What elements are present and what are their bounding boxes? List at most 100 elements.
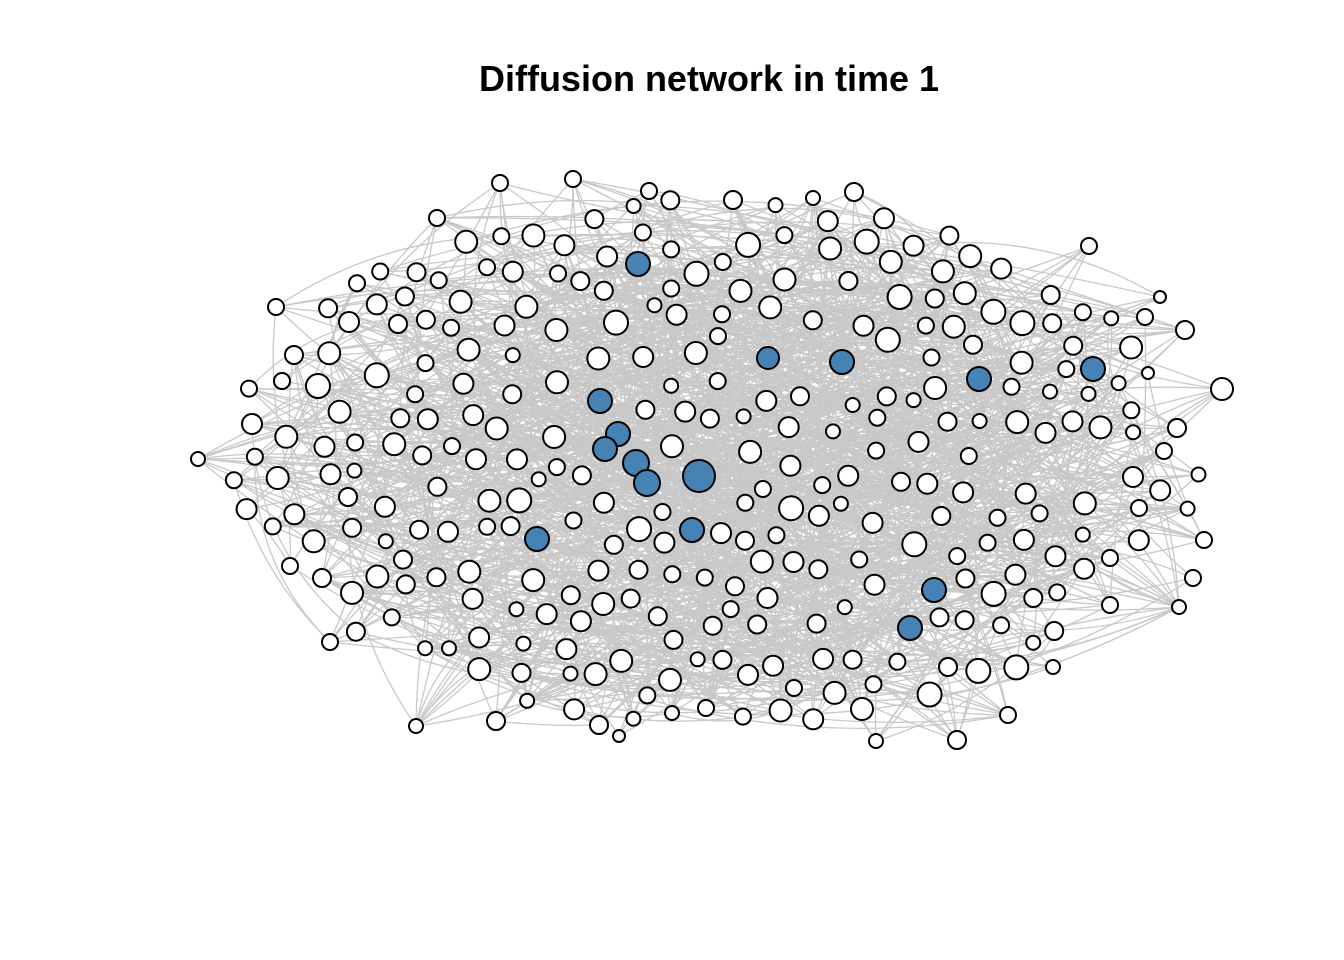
network-edge	[744, 386, 1223, 504]
non-adopter-node	[465, 448, 487, 471]
non-adopter-node	[586, 346, 611, 371]
network-edge	[647, 683, 874, 697]
non-adopter-node	[844, 397, 861, 413]
non-adopter-node	[547, 458, 566, 477]
network-edge	[931, 298, 958, 557]
non-adopter-node	[1073, 303, 1092, 322]
non-adopter-node	[683, 341, 708, 365]
network-edge	[759, 488, 769, 599]
non-adopter-node	[241, 413, 263, 435]
non-adopter-node	[710, 522, 732, 545]
network-edge	[874, 420, 981, 742]
non-adopter-node	[545, 370, 569, 395]
non-adopter-node	[442, 318, 461, 337]
non-adopter-node	[665, 303, 688, 326]
non-adopter-node	[941, 314, 966, 339]
network-edge	[546, 613, 1009, 716]
non-adopter-node	[1149, 479, 1172, 502]
non-adopter-node	[756, 587, 779, 609]
non-adopter-node	[313, 435, 336, 458]
non-adopter-node	[609, 648, 634, 673]
non-adopter-node	[1061, 410, 1084, 433]
network-edge	[875, 317, 1112, 451]
non-adopter-node	[1048, 583, 1067, 602]
non-adopter-node	[1125, 424, 1142, 441]
network-edge	[351, 306, 771, 529]
non-adopter-node	[1130, 499, 1148, 517]
non-adopter-node	[959, 447, 978, 465]
non-adopter-node	[939, 225, 960, 246]
non-adopter-node	[596, 245, 619, 268]
non-adopter-node	[633, 223, 652, 242]
non-adopter-node	[338, 487, 358, 507]
network-edge	[277, 477, 994, 595]
network-edge	[546, 432, 1046, 615]
non-adopter-node	[905, 392, 922, 409]
network-edge	[533, 233, 1002, 270]
non-adopter-node	[708, 372, 727, 391]
network-edge	[327, 307, 1134, 438]
non-adopter-node	[902, 234, 925, 257]
network-edge	[448, 525, 512, 649]
non-adopter-node	[954, 610, 975, 631]
non-adopter-node	[274, 424, 299, 449]
network-edge	[415, 346, 1132, 727]
network-edge	[246, 249, 672, 510]
non-adopter-node	[999, 706, 1017, 724]
network-edge	[618, 322, 1023, 737]
non-adopter-node	[978, 533, 997, 552]
adopter-node	[897, 615, 923, 641]
non-adopter-node	[762, 654, 785, 677]
non-adopter-node	[753, 480, 772, 498]
network-edge	[717, 267, 1002, 382]
non-adopter-node	[802, 708, 825, 731]
non-adopter-node	[1057, 360, 1076, 379]
network-edge	[475, 458, 635, 719]
non-adopter-node	[646, 297, 663, 314]
non-adopter-node	[1141, 366, 1155, 380]
non-adopter-node	[345, 621, 366, 642]
non-adopter-node	[484, 416, 509, 441]
network-edge	[248, 256, 608, 390]
non-adopter-node	[587, 559, 610, 582]
non-adopter-node	[500, 516, 521, 537]
non-adopter-node	[725, 576, 745, 597]
non-adopter-node	[564, 511, 583, 530]
non-adopter-node	[373, 495, 396, 518]
non-adopter-node	[327, 399, 352, 424]
non-adopter-node	[638, 686, 657, 705]
network-edge	[709, 261, 892, 419]
non-adopter-node	[319, 463, 342, 486]
network-edge	[570, 329, 1186, 675]
non-adopter-node	[1179, 500, 1196, 517]
non-adopter-node	[305, 373, 331, 399]
network-edge	[604, 378, 980, 455]
network-edge	[676, 314, 1199, 476]
non-adopter-node	[346, 462, 363, 479]
non-adopter-node	[429, 271, 448, 290]
non-adopter-node	[428, 209, 446, 227]
non-adopter-node	[988, 508, 1007, 527]
network-edge	[519, 322, 1023, 502]
network-edge	[436, 217, 1161, 298]
non-adopter-node	[365, 564, 390, 589]
non-adopter-node	[980, 580, 1007, 607]
network-edge	[671, 356, 932, 387]
non-adopter-node	[662, 240, 681, 259]
non-adopter-node	[1034, 421, 1057, 444]
non-adopter-node	[864, 675, 883, 694]
non-adopter-node	[452, 372, 475, 395]
non-adopter-node	[818, 236, 843, 261]
non-adopter-node	[852, 314, 875, 337]
non-adopter-node	[948, 547, 967, 566]
non-adopter-node	[437, 520, 459, 543]
non-adopter-node	[735, 408, 752, 425]
non-adopter-node	[1014, 482, 1037, 505]
network-edge	[745, 329, 1186, 505]
non-adopter-node	[822, 680, 847, 705]
network-edge	[348, 321, 474, 416]
non-adopter-node	[1009, 310, 1036, 337]
non-adopter-node	[377, 533, 394, 550]
network-edge	[275, 289, 843, 363]
non-adopter-node	[312, 568, 332, 588]
